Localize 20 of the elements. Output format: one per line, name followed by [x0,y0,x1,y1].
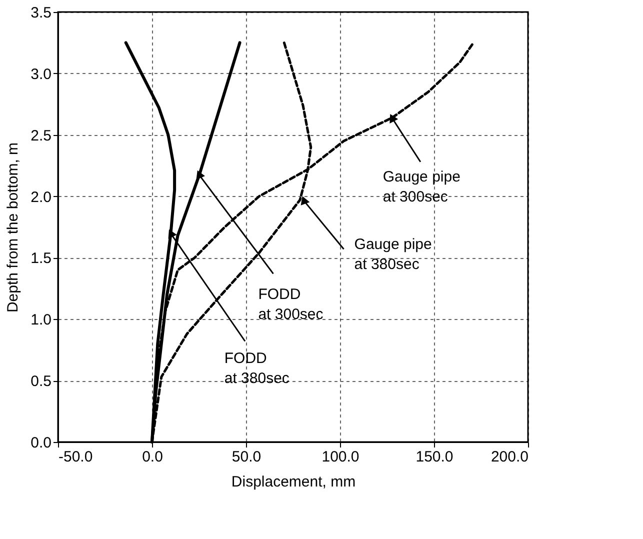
y-tick-label: 1.5 [30,250,52,268]
annotation: FODD at 380sec [224,350,290,388]
x-tick-label: 50.0 [232,448,262,466]
x-tick-label: -50.0 [58,448,93,466]
y-tick-label: 2.5 [30,127,52,144]
y-axis-title: Depth from the bottom, m [4,142,22,313]
x-tick-label: 150.0 [416,448,454,466]
y-tick-label: 2.0 [30,188,52,206]
x-tick-label: 100.0 [322,448,360,466]
annotation: FODD at 300sec [258,286,324,324]
y-tick-label: 0.5 [30,373,52,390]
y-tick-label: 3.5 [30,4,52,22]
y-tick-label: 3.0 [30,66,52,83]
annotation: Gauge pipe at 380sec [354,236,432,273]
y-tick-label: 0.0 [30,434,52,452]
x-tick-label: 0.0 [142,448,163,466]
annotation: Gauge pipe at 300sec [382,168,460,206]
y-tick-label: 1.0 [30,312,52,329]
x-tick-label: 200.0 [490,448,528,466]
x-axis-title: Displacement, mm [231,474,356,490]
